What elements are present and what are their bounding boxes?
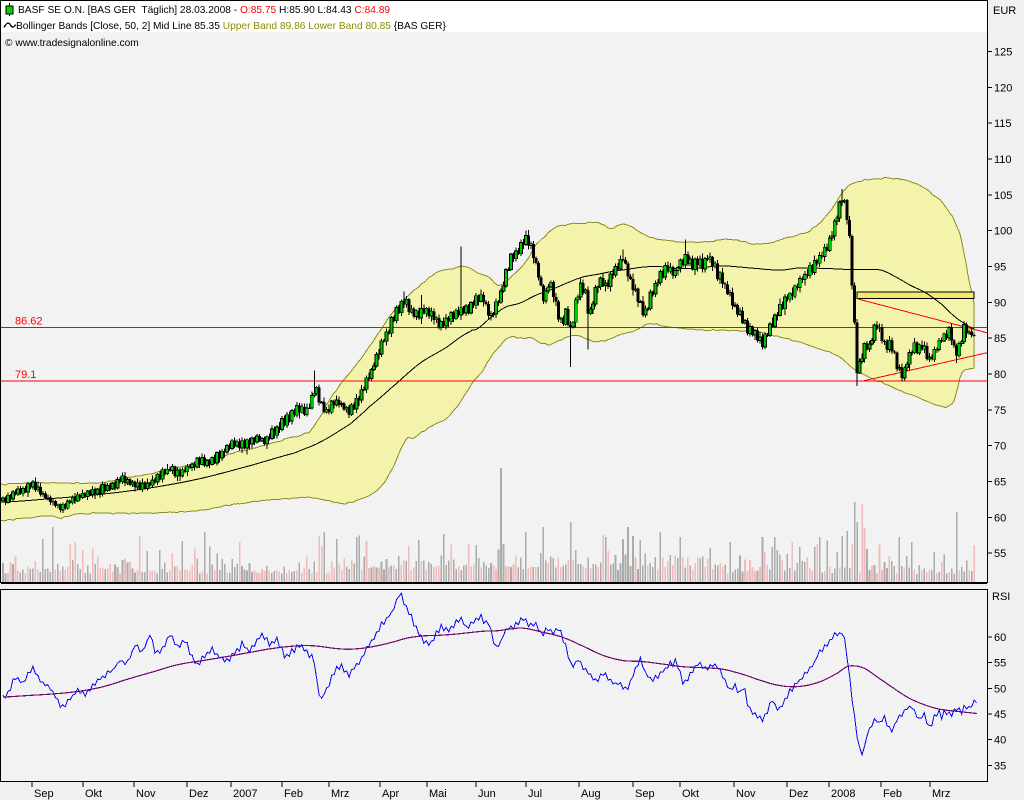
svg-text:86.62: 86.62 (15, 315, 43, 327)
svg-text:110: 110 (994, 154, 1012, 166)
svg-text:Bollinger Bands [Close, 50, 2]: Bollinger Bands [Close, 50, 2] Mid Line … (16, 21, 446, 32)
svg-text:70: 70 (994, 441, 1006, 453)
svg-text:Sep: Sep (635, 788, 655, 800)
svg-text:RSI: RSI (992, 591, 1010, 603)
svg-text:Aug: Aug (581, 788, 601, 800)
svg-text:79.1: 79.1 (15, 369, 36, 381)
svg-text:65: 65 (994, 477, 1006, 489)
svg-text:40: 40 (994, 735, 1006, 747)
svg-text:Okt: Okt (85, 788, 102, 800)
svg-text:60: 60 (994, 632, 1006, 644)
svg-text:Okt: Okt (682, 788, 699, 800)
svg-text:2008: 2008 (831, 788, 855, 800)
svg-text:Nov: Nov (136, 788, 156, 800)
svg-text:120: 120 (994, 82, 1012, 94)
svg-text:105: 105 (994, 190, 1012, 202)
svg-text:90: 90 (994, 297, 1006, 309)
svg-text:50: 50 (994, 683, 1006, 695)
svg-text:Jul: Jul (528, 788, 542, 800)
svg-text:55: 55 (994, 548, 1006, 560)
svg-text:45: 45 (994, 709, 1006, 721)
svg-text:95: 95 (994, 262, 1006, 274)
svg-text:Mrz: Mrz (932, 788, 950, 800)
svg-text:2007: 2007 (233, 788, 257, 800)
svg-text:35: 35 (994, 760, 1006, 772)
svg-text:Feb: Feb (284, 788, 303, 800)
svg-text:EUR: EUR (993, 5, 1016, 17)
svg-text:© www.tradesignalonline.com: © www.tradesignalonline.com (5, 38, 139, 49)
svg-text:Dez: Dez (189, 788, 209, 800)
svg-text:100: 100 (994, 226, 1012, 238)
svg-text:Sep: Sep (34, 788, 54, 800)
svg-text:75: 75 (994, 405, 1006, 417)
svg-text:Nov: Nov (736, 788, 756, 800)
svg-text:BASF SE O.N. [BAS GER Täglich: BASF SE O.N. [BAS GER Täglich] 28.03.200… (18, 5, 390, 16)
svg-text:55: 55 (994, 658, 1006, 670)
svg-text:Jun: Jun (478, 788, 496, 800)
svg-text:Dez: Dez (789, 788, 809, 800)
svg-text:80: 80 (994, 369, 1006, 381)
svg-text:125: 125 (994, 47, 1012, 59)
svg-text:Feb: Feb (883, 788, 902, 800)
svg-text:Apr: Apr (382, 788, 399, 800)
svg-text:Mrz: Mrz (331, 788, 349, 800)
svg-text:60: 60 (994, 512, 1006, 524)
svg-text:Mai: Mai (429, 788, 447, 800)
svg-text:115: 115 (994, 118, 1012, 130)
svg-text:85: 85 (994, 333, 1006, 345)
